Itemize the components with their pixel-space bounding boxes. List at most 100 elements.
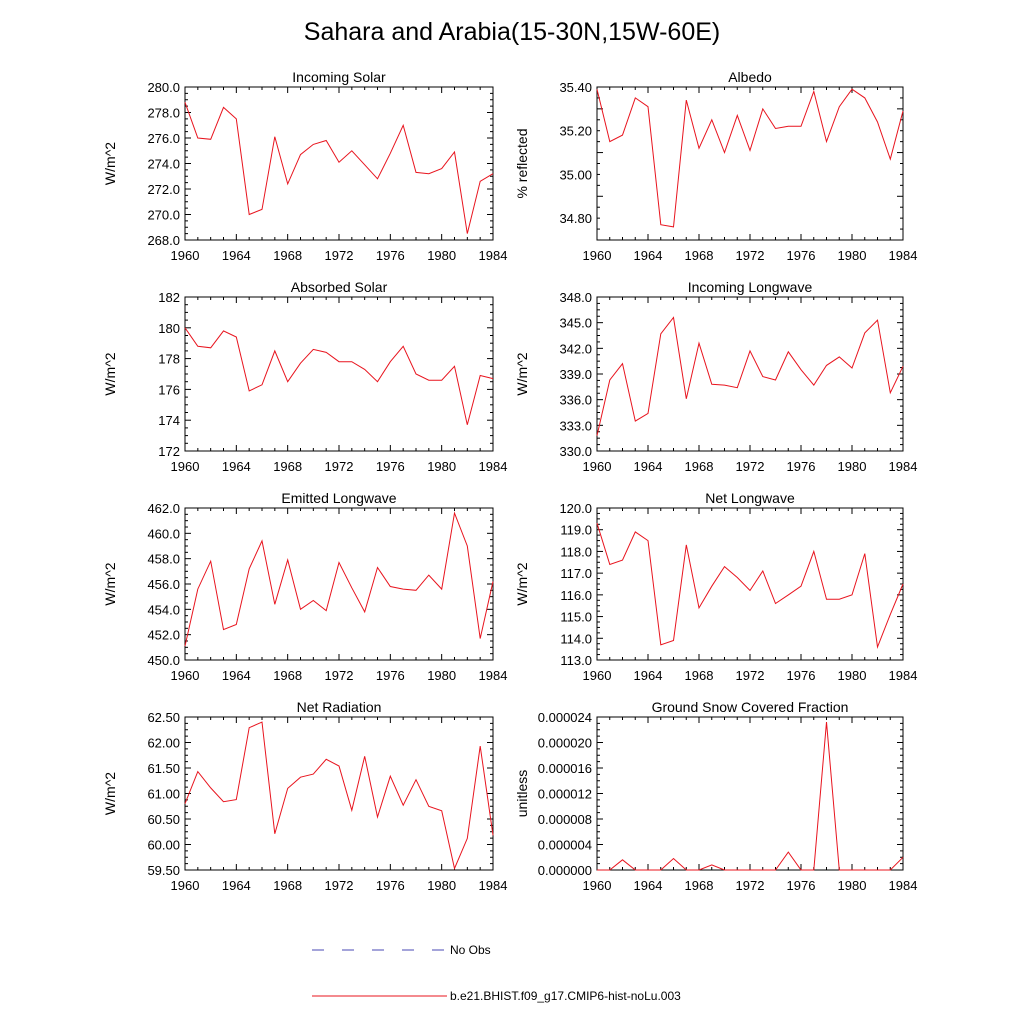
y-tick-label: 120.0 — [559, 501, 592, 516]
y-tick-label: 113.0 — [560, 653, 592, 668]
x-tick-label: 1976 — [376, 248, 405, 263]
y-tick-label: 176 — [158, 382, 180, 397]
x-tick-label: 1968 — [273, 878, 302, 893]
y-tick-label: 268.0 — [147, 233, 180, 248]
y-tick-label: 0.000004 — [538, 838, 592, 853]
y-tick-label: 460.0 — [147, 526, 180, 541]
y-tick-label: 61.00 — [147, 787, 180, 802]
y-tick-label: 462.0 — [147, 501, 180, 516]
y-tick-label: 180 — [158, 321, 180, 336]
y-tick-label: 178 — [158, 352, 180, 367]
y-tick-label: 117.0 — [560, 566, 592, 581]
x-tick-label: 1960 — [583, 878, 612, 893]
legend: No Obs b.e21.BHIST.f09_g17.CMIP6-hist-noL… — [312, 943, 681, 1003]
x-tick-label: 1960 — [171, 459, 200, 474]
y-tick-label: 61.50 — [147, 761, 180, 776]
plot-frame — [596, 507, 904, 661]
x-tick-label: 1972 — [325, 668, 354, 683]
x-tick-label: 1960 — [583, 459, 612, 474]
y-tick-label: 34.80 — [559, 211, 592, 226]
y-axis-label: unitless — [514, 770, 530, 817]
y-tick-label: 115.0 — [560, 610, 592, 625]
y-tick-label: 276.0 — [147, 131, 180, 146]
y-tick-label: 116.0 — [560, 588, 592, 603]
x-tick-label: 1976 — [787, 878, 816, 893]
y-tick-label: 348.0 — [559, 290, 592, 305]
x-tick-label: 1976 — [376, 459, 405, 474]
y-tick-label: 274.0 — [147, 157, 180, 172]
x-tick-label: 1960 — [171, 248, 200, 263]
y-tick-label: 174 — [158, 413, 180, 428]
panel-grid: Incoming Solar W/m^2 1960 1964 1968 1972 1976 1… — [102, 69, 917, 893]
x-tick-label: 1980 — [838, 459, 867, 474]
x-tick-label: 1964 — [222, 248, 251, 263]
figure-title: Sahara and Arabia(15-30N,15W-60E) — [304, 18, 720, 46]
y-tick-label: 339.0 — [559, 367, 592, 382]
y-tick-label: 60.00 — [147, 838, 180, 853]
x-tick-label: 1964 — [634, 668, 663, 683]
x-tick-label: 1972 — [736, 248, 765, 263]
panel-absorbed-solar: Absorbed Solar W/m^2 1960 1964 1968 1972 1976 1… — [102, 279, 507, 474]
y-tick-label: 35.00 — [559, 167, 592, 182]
y-tick-label: 62.00 — [147, 736, 180, 751]
y-tick-label: 35.20 — [559, 124, 592, 139]
x-tick-label: 1976 — [787, 668, 816, 683]
legend-item-no-obs: No Obs — [312, 943, 491, 957]
y-tick-label: 60.50 — [147, 812, 180, 827]
x-tick-label: 1980 — [427, 248, 456, 263]
legend-item-model: b.e21.BHIST.f09_g17.CMIP6-hist-noLu.003 — [312, 989, 681, 1003]
x-tick-label: 1964 — [634, 878, 663, 893]
y-tick-label: 336.0 — [559, 393, 592, 408]
y-tick-label: 456.0 — [147, 577, 180, 592]
x-tick-label: 1964 — [634, 459, 663, 474]
plot-frame — [184, 86, 494, 241]
y-tick-label: 454.0 — [147, 602, 180, 617]
y-tick-label: 118.0 — [560, 544, 592, 559]
panel-incoming-longwave: Incoming Longwave W/m^2 1960 1964 1968 1972 19… — [514, 279, 917, 474]
y-tick-label: 0.000008 — [538, 812, 592, 827]
plot-frame — [184, 716, 494, 871]
panel-title: Incoming Solar — [292, 69, 386, 85]
x-tick-label: 1964 — [634, 248, 663, 263]
plot-frame — [596, 716, 904, 871]
y-tick-label: 114.0 — [560, 631, 592, 646]
x-tick-label: 1980 — [838, 668, 867, 683]
x-tick-label: 1968 — [273, 248, 302, 263]
y-tick-label: 0.000012 — [538, 787, 592, 802]
x-tick-label: 1980 — [427, 459, 456, 474]
y-tick-label: 272.0 — [147, 182, 180, 197]
y-axis-label: % reflected — [514, 128, 530, 198]
plot-frame — [184, 507, 494, 661]
series-line — [184, 102, 494, 234]
x-tick-label: 1968 — [685, 668, 714, 683]
x-tick-label: 1980 — [838, 878, 867, 893]
panel-albedo: Albedo % reflected 1960 1964 1968 1972 1976 198… — [514, 69, 917, 263]
y-axis-label: W/m^2 — [102, 772, 118, 815]
y-tick-label: 345.0 — [559, 316, 592, 331]
x-tick-label: 1968 — [685, 878, 714, 893]
panel-title: Absorbed Solar — [291, 279, 388, 295]
x-tick-label: 1984 — [889, 459, 918, 474]
y-axis-label: W/m^2 — [514, 352, 530, 395]
legend-label: b.e21.BHIST.f09_g17.CMIP6-hist-noLu.003 — [450, 989, 681, 1003]
x-tick-label: 1984 — [889, 668, 918, 683]
y-tick-label: 342.0 — [559, 341, 592, 356]
x-tick-label: 1964 — [222, 878, 251, 893]
panel-title: Albedo — [728, 69, 772, 85]
y-tick-label: 278.0 — [147, 106, 180, 121]
x-tick-label: 1976 — [787, 248, 816, 263]
x-tick-label: 1960 — [171, 878, 200, 893]
x-tick-label: 1960 — [583, 668, 612, 683]
x-tick-label: 1968 — [685, 248, 714, 263]
series-line — [596, 88, 904, 228]
panel-title: Incoming Longwave — [688, 279, 813, 295]
x-tick-label: 1960 — [583, 248, 612, 263]
series-line — [184, 327, 494, 425]
y-tick-label: 270.0 — [147, 208, 180, 223]
panel-net-radiation: Net Radiation W/m^2 1960 1964 1968 1972 1976 19… — [102, 699, 507, 893]
y-tick-label: 172 — [158, 444, 180, 459]
y-tick-label: 0.000016 — [538, 761, 592, 776]
x-tick-label: 1976 — [376, 878, 405, 893]
x-tick-label: 1968 — [273, 459, 302, 474]
